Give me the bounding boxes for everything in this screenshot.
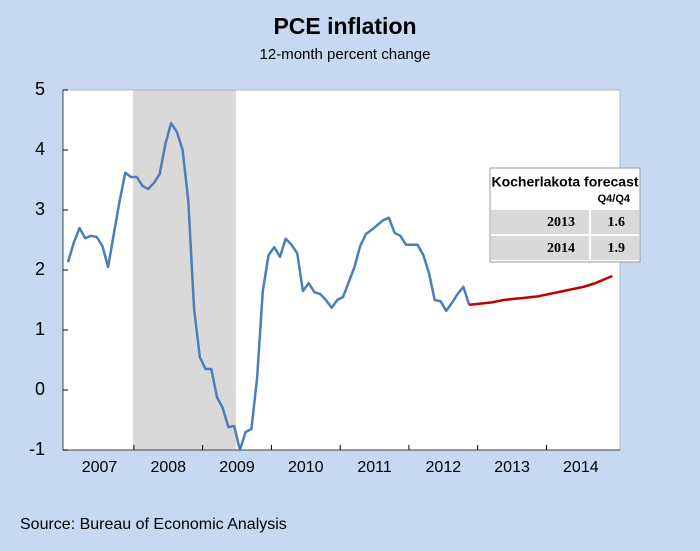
x-tick-label: 2010 bbox=[288, 459, 324, 476]
series-line bbox=[66, 121, 471, 452]
y-tick-label: -1 bbox=[29, 439, 45, 459]
y-tick-label: 1 bbox=[35, 319, 45, 339]
source-note: Source: Bureau of Economic Analysis bbox=[20, 516, 287, 533]
table-subtitle: Q4/Q4 bbox=[598, 193, 631, 205]
x-tick-label: 2007 bbox=[82, 459, 118, 476]
y-tick-label: 3 bbox=[35, 199, 45, 219]
table-row bbox=[491, 236, 639, 260]
table-row bbox=[491, 210, 639, 234]
table-value: 1.6 bbox=[608, 215, 626, 230]
y-tick-label: 2 bbox=[35, 259, 45, 279]
x-tick-label: 2013 bbox=[494, 459, 530, 476]
x-tick-label: 2014 bbox=[563, 459, 599, 476]
y-tick-label: 4 bbox=[35, 139, 45, 159]
x-tick-label: 2012 bbox=[426, 459, 462, 476]
table-title: Kocherlakota forecast bbox=[491, 174, 638, 190]
series-line bbox=[468, 274, 613, 307]
y-tick-label: 0 bbox=[35, 379, 45, 399]
x-tick-label: 2008 bbox=[150, 459, 186, 476]
x-tick-label: 2011 bbox=[357, 459, 392, 476]
recession-shading bbox=[133, 90, 236, 450]
table-value: 1.9 bbox=[608, 241, 626, 256]
chart-subtitle: 12-month percent change bbox=[260, 46, 431, 63]
y-tick-label: 5 bbox=[35, 79, 45, 99]
table-year: 2014 bbox=[547, 241, 575, 256]
chart-title: PCE inflation bbox=[273, 13, 416, 39]
table-year: 2013 bbox=[547, 215, 575, 230]
x-tick-label: 2009 bbox=[219, 459, 255, 476]
